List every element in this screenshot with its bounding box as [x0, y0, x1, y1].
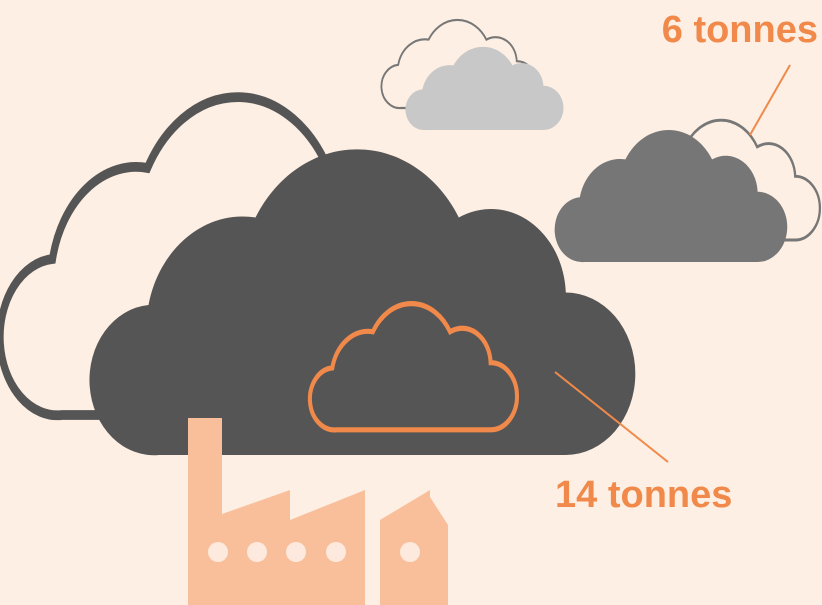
leader-line	[554, 371, 669, 463]
window	[326, 542, 346, 562]
window	[208, 542, 228, 562]
window	[400, 542, 420, 562]
window	[247, 542, 267, 562]
leader-line	[749, 64, 791, 136]
annotation-label: 6 tonnes	[662, 9, 818, 51]
window	[286, 542, 306, 562]
windows	[208, 542, 420, 562]
annotation-label: 14 tonnes	[555, 474, 732, 516]
factory-building	[205, 490, 365, 605]
